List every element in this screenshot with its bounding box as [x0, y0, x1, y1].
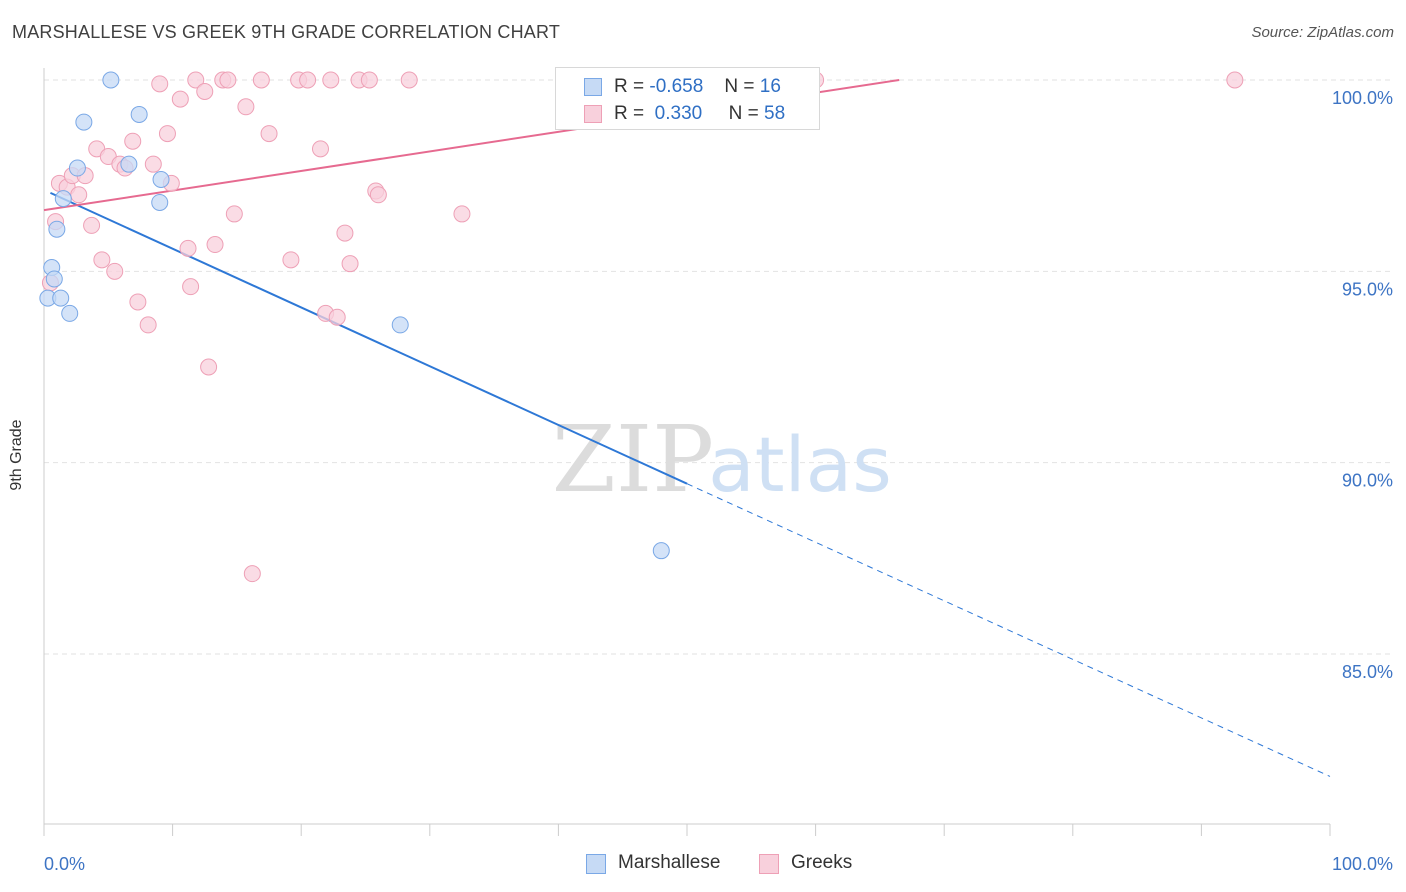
point-greeks: [139, 316, 157, 334]
x-tick-label-start: 0.0%: [44, 854, 85, 874]
point-marshallese: [75, 113, 93, 131]
point-greeks: [83, 216, 101, 234]
axes: [43, 68, 1331, 836]
point-greeks: [336, 224, 354, 242]
point-marshallese: [45, 270, 63, 288]
bottom-legend-swatch-marshallese: [586, 854, 606, 874]
point-greeks: [219, 71, 237, 89]
legend-r-label: R =: [614, 76, 645, 97]
point-greeks: [158, 125, 176, 143]
trend-line-extension-marshallese: [686, 483, 1331, 777]
legend-swatch-greeks: [584, 105, 602, 123]
point-marshallese: [652, 542, 670, 560]
point-greeks: [311, 140, 329, 158]
point-greeks: [70, 186, 88, 204]
chart-source: Source: ZipAtlas.com: [1251, 24, 1394, 41]
point-greeks: [144, 155, 162, 173]
point-greeks: [93, 251, 111, 269]
point-marshallese: [152, 170, 170, 188]
legend-r-value: 0.330: [654, 103, 703, 124]
point-greeks: [225, 205, 243, 223]
watermark: ZIPatlas: [552, 406, 892, 513]
point-marshallese: [54, 190, 72, 208]
point-greeks: [341, 255, 359, 273]
bottom-legend-label-marshallese: Marshallese: [618, 852, 721, 873]
point-greeks: [182, 278, 200, 296]
point-marshallese: [52, 289, 70, 307]
point-greeks: [282, 251, 300, 269]
point-greeks: [369, 186, 387, 204]
point-marshallese: [391, 316, 409, 334]
y-axis-label: 9th Grade: [8, 419, 25, 491]
y-tick-label: 90.0%: [1342, 471, 1393, 491]
point-greeks: [299, 71, 317, 89]
point-greeks: [260, 125, 278, 143]
point-marshallese: [151, 193, 169, 211]
point-marshallese: [61, 304, 79, 322]
point-greeks: [243, 565, 261, 583]
point-greeks: [237, 98, 255, 116]
y-tick-label: 100.0%: [1332, 88, 1393, 108]
x-tick-label-end: 100.0%: [1332, 854, 1393, 874]
point-greeks: [252, 71, 270, 89]
point-marshallese: [48, 220, 66, 238]
point-marshallese: [68, 159, 86, 177]
legend-n-label: N =: [728, 103, 759, 124]
point-marshallese: [102, 71, 120, 89]
point-greeks: [453, 205, 471, 223]
stats-legend: R = -0.658 N = 16 R = 0.330 N = 58: [555, 67, 820, 130]
legend-swatch-marshallese: [584, 78, 602, 96]
point-greeks: [328, 308, 346, 326]
legend-n-value: 58: [764, 103, 786, 124]
trend-line-marshallese: [50, 191, 688, 485]
point-greeks: [200, 358, 218, 376]
point-greeks: [196, 82, 214, 100]
point-greeks: [106, 262, 124, 280]
legend-r-value: -0.658: [649, 76, 704, 97]
point-greeks: [360, 71, 378, 89]
point-greeks: [124, 132, 142, 150]
point-marshallese: [120, 155, 138, 173]
point-marshallese: [130, 105, 148, 123]
point-greeks: [171, 90, 189, 108]
point-greeks: [179, 239, 197, 257]
bottom-legend-swatch-greeks: [759, 854, 779, 874]
point-greeks: [206, 236, 224, 254]
chart-title: MARSHALLESE VS GREEK 9TH GRADE CORRELATI…: [12, 22, 561, 42]
watermark-atlas: atlas: [708, 420, 892, 509]
legend-n-value: 16: [759, 76, 781, 97]
point-greeks: [151, 75, 169, 93]
y-tick-label: 95.0%: [1342, 279, 1393, 299]
point-greeks: [129, 293, 147, 311]
y-tick-label: 85.0%: [1342, 662, 1393, 682]
tick-labels: 100.0% 95.0% 90.0% 85.0% 0.0% 100.0%: [44, 88, 1393, 874]
point-greeks: [322, 71, 340, 89]
legend-n-label: N =: [724, 76, 755, 97]
legend-r-label: R =: [614, 103, 645, 124]
point-greeks: [187, 71, 205, 89]
bottom-legend-label-greeks: Greeks: [791, 852, 853, 873]
point-greeks: [1226, 71, 1244, 89]
point-greeks: [400, 71, 418, 89]
